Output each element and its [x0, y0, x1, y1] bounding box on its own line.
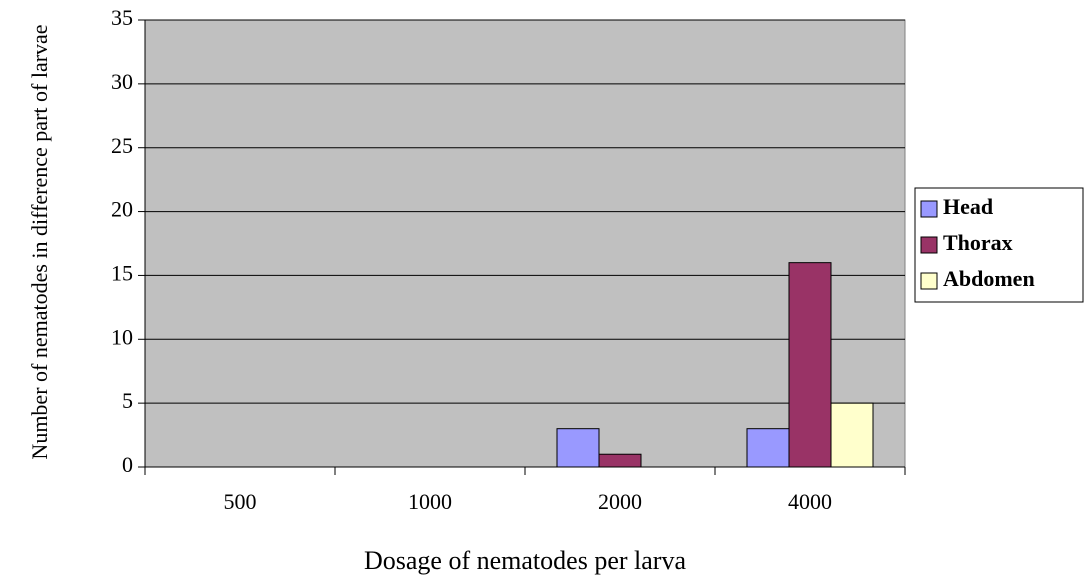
y-tick-label: 5	[122, 388, 133, 413]
legend-swatch	[920, 200, 938, 218]
x-tick-label: 4000	[788, 489, 832, 514]
legend-swatch	[920, 272, 938, 290]
y-tick-label: 20	[111, 197, 133, 222]
plot-area	[144, 19, 906, 468]
y-axis-label: Number of nematodes in difference part o…	[27, 24, 52, 460]
legend-label: Head	[943, 194, 993, 219]
y-tick-label: 25	[111, 133, 133, 158]
y-tick-label: 0	[122, 452, 133, 477]
legend-label: Thorax	[943, 230, 1013, 255]
x-tick-label: 1000	[408, 489, 452, 514]
x-tick-label: 500	[224, 489, 257, 514]
legend-box	[914, 187, 1084, 303]
y-tick-label: 35	[111, 5, 133, 30]
legend-label: Abdomen	[943, 266, 1035, 291]
bar	[598, 453, 642, 468]
x-tick-label: 2000	[598, 489, 642, 514]
bar	[746, 428, 790, 468]
y-tick-label: 30	[111, 69, 133, 94]
y-tick-label: 10	[111, 324, 133, 349]
bar	[556, 428, 600, 468]
bar	[830, 402, 874, 468]
y-tick-label: 15	[111, 260, 133, 285]
x-axis-label: Dosage of nematodes per larva	[364, 546, 686, 575]
bar	[788, 262, 832, 468]
legend-swatch	[920, 236, 938, 254]
